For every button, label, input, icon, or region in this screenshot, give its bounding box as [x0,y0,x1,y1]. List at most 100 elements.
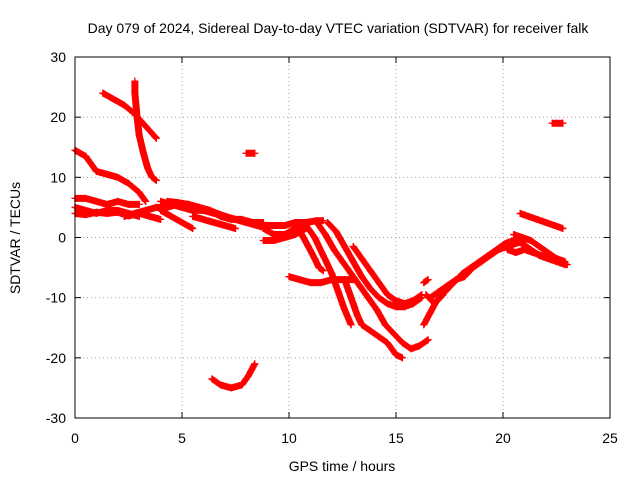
data-point [366,267,374,275]
data-point [291,218,299,226]
data-point [478,258,486,266]
data-point [217,381,225,389]
data-point [242,149,250,157]
data-point [375,333,383,341]
data-point [345,288,353,296]
data-point [353,312,361,320]
y-tick-label: 20 [50,109,66,125]
data-point [125,179,132,187]
data-point [82,211,90,219]
data-point [217,211,225,219]
series-arc-23 [420,276,432,287]
y-tick-label: 0 [58,230,66,246]
data-point [238,381,246,389]
data-point [142,122,150,130]
data-point [420,321,428,329]
data-point [157,215,165,223]
data-point [142,206,150,214]
data-point [334,288,342,296]
data-point [157,206,165,214]
data-point [319,267,327,275]
axis-ticks: 0 5 10 15 20 25 -30 -20 -10 0 10 20 30 [46,49,618,446]
data-point [533,215,541,223]
x-axis-label: GPS time / hours [289,458,396,474]
series-arc-18 [302,221,355,329]
series-arc-29 [510,230,569,266]
data-point [296,276,304,284]
data-point [120,101,128,109]
data-point [460,273,468,281]
series-arc-12 [242,149,259,157]
data-point [366,327,374,335]
data-point [92,208,100,216]
data-marks [71,77,571,392]
data-point [227,214,235,222]
data-point [431,300,439,308]
data-point [148,173,156,181]
data-point [324,218,332,226]
series-marks [516,209,567,232]
x-tick-label: 5 [178,430,186,446]
data-point [424,336,432,344]
data-point [495,246,503,254]
data-point [311,234,319,241]
data-point [249,218,257,226]
data-point [383,339,391,347]
data-point [518,234,526,241]
data-point [259,224,267,232]
data-point [227,384,235,392]
data-point [270,221,278,229]
data-point [319,217,327,225]
data-point [232,224,239,232]
data-point [328,270,336,278]
data-point [548,119,556,127]
data-point [306,279,314,287]
data-point [535,243,543,251]
data-point [199,215,207,223]
x-tick-label: 15 [388,430,404,446]
data-point [561,258,569,266]
data-point [133,113,141,121]
data-point [364,294,372,302]
data-point [341,306,349,314]
series-arc-10 [163,197,327,229]
series-marks [99,89,160,142]
data-point [291,230,299,238]
data-point [114,197,122,205]
data-point [512,240,520,248]
data-point [313,218,321,226]
data-point [358,273,366,281]
data-point [439,291,447,299]
data-point [174,199,182,207]
data-point [527,237,535,245]
data-point [398,339,406,347]
data-point [347,321,355,329]
data-point [525,212,533,220]
data-point [349,258,357,266]
data-point [114,173,122,181]
data-point [178,218,186,226]
data-point [356,282,364,290]
data-point [152,134,160,142]
data-point [375,279,383,287]
y-tick-label: -30 [46,410,66,426]
data-point [189,224,197,232]
data-point [358,255,366,263]
series-arc-28 [516,209,567,232]
data-point [520,246,528,254]
data-point [392,351,400,359]
data-point [452,276,460,284]
series-arc-26 [422,291,447,308]
series-arc-1 [99,89,160,142]
data-point [321,230,329,238]
data-point [420,279,428,287]
data-point [99,89,107,97]
data-point [144,164,152,172]
data-point [383,291,391,299]
data-point [503,246,511,254]
data-point [120,212,128,220]
y-tick-label: -20 [46,350,66,366]
data-point [339,258,346,266]
data-point [553,255,560,263]
